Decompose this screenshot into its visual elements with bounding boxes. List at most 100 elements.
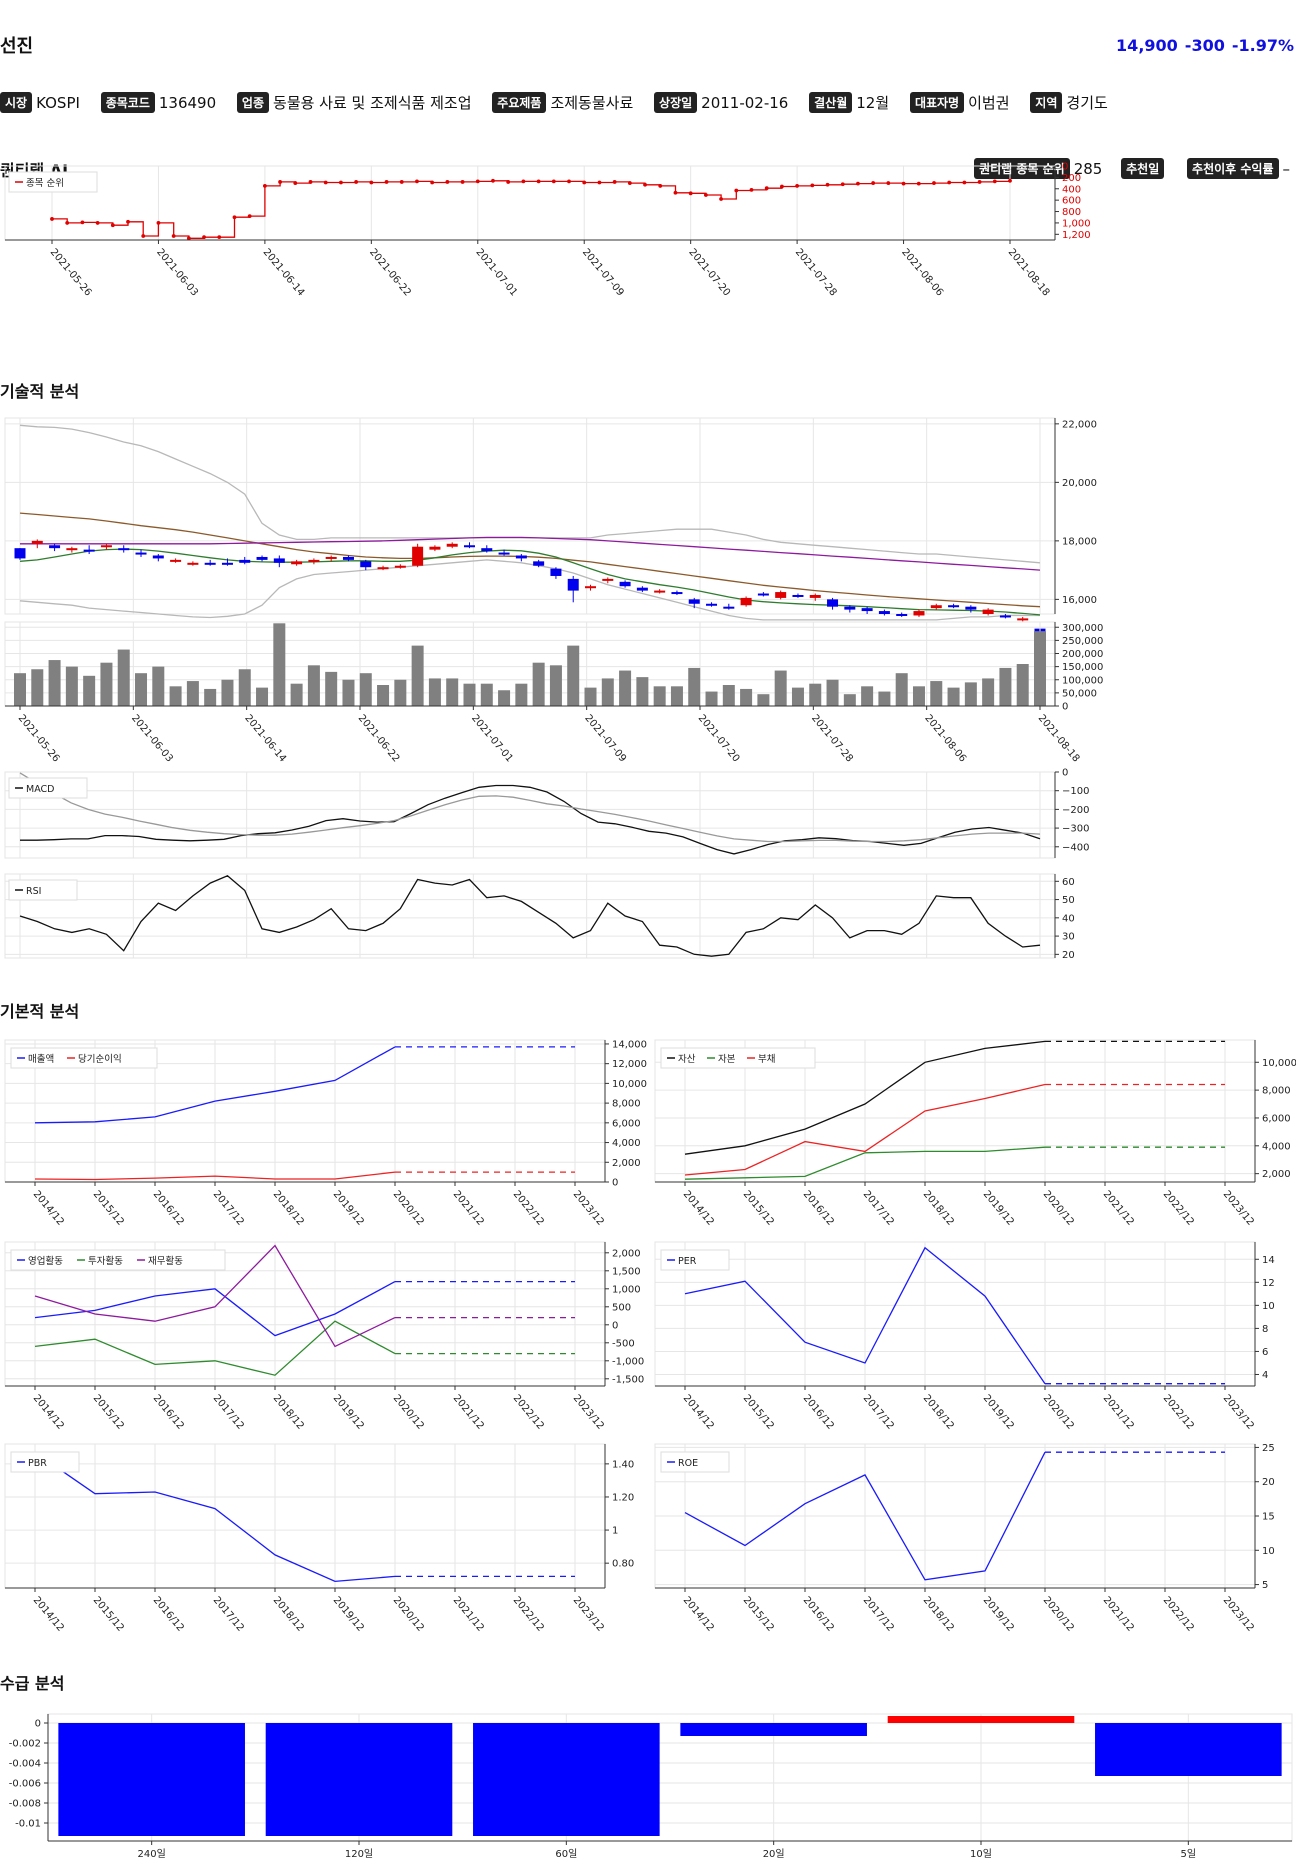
cashflow-y-tick-label: -1,000 [612,1356,644,1367]
roe-x-tick-label: 2019/12 [981,1595,1016,1634]
balance-legend-label: 자산 [678,1054,696,1065]
rank-point [840,182,845,187]
volume-bar [1016,664,1029,706]
rank-x-tick-label: 2021-07-20 [686,247,732,299]
rank-point [323,180,328,185]
revenue-x-tick-label: 2022/12 [511,1189,546,1228]
roe-x-tick-label: 2014/12 [681,1595,716,1634]
rank-point [703,193,708,197]
revenue-y-tick-label: 6,000 [612,1118,641,1129]
volume-bar [549,665,562,706]
rsi-y-tick-label: 30 [1062,932,1075,943]
rank-value: 285 [1073,160,1103,178]
info-value: 2011-02-16 [701,94,789,112]
volume-bar [740,688,753,706]
rank-point [719,197,723,201]
candle-frame [4,417,1056,615]
info-value: 이범권 [968,94,1010,112]
info-label: 종목코드 [100,92,155,113]
section-title-fundamental: 기본적 분석 [0,1002,80,1021]
rank-point [947,180,952,185]
pbr-x-tick-label: 2023/12 [571,1595,606,1634]
balance-x-tick-label: 2018/12 [921,1189,956,1228]
roe-x-tick-label: 2017/12 [861,1595,896,1634]
pbr-x-tick-label: 2014/12 [31,1595,66,1634]
cashflow-x-tick-label: 2016/12 [151,1393,186,1432]
volume-bar [670,686,683,706]
candle-body [412,546,424,566]
roe-x-tick-label: 2020/12 [1041,1595,1076,1634]
per-x-tick-label: 2014/12 [681,1393,716,1432]
volume-bar [498,690,511,706]
rank-line [52,180,1011,239]
info-value: 136490 [158,94,217,112]
rank-point [825,182,830,187]
volume-y-tick-label: 250,000 [1062,636,1103,647]
pbr-x-tick-label: 2015/12 [91,1595,126,1634]
rank-point [643,182,647,187]
cashflow-y-tick-label: 500 [612,1302,631,1313]
volume-x-tick-label: 2021-05-26 [16,713,62,765]
rank-point [992,179,997,184]
volume-bar [307,665,320,706]
info-label: 결산월 [809,92,853,113]
volume-bar [394,679,407,706]
per-y-tick-label: 8 [1262,1324,1268,1335]
cashflow-legend-label: 투자활동 [88,1255,123,1267]
info-industry: 업종 동물용 사료 및 조제식품 제조업 [236,92,472,113]
cashflow-legend [10,1249,226,1271]
per-y-tick-label: 10 [1262,1301,1275,1312]
macd-legend-label: MACD [26,784,54,795]
info-value: KOSPI [36,94,80,112]
volume-x-tick-label: 2021-06-03 [129,713,175,765]
volume-y-tick-label: 150,000 [1062,662,1103,673]
candle-y-tick-label: 20,000 [1062,478,1097,489]
pbr-x-tick-label: 2022/12 [511,1595,546,1634]
per-x-tick-label: 2021/12 [1101,1393,1136,1432]
supply-y-tick-label: 0 [35,1719,41,1730]
revenue-legend-label: 매출액 [28,1053,54,1065]
pbr-y-tick-label: 1 [612,1526,618,1537]
revenue-y-tick-label: 0 [612,1178,618,1189]
cashflow-y-tick-label: 2,000 [612,1248,641,1259]
balance-y-tick-label: 8,000 [1262,1086,1291,1097]
supply-x-tick-label: 120일 [345,1848,373,1860]
rank-point [551,179,556,184]
volume-bar [757,694,770,706]
volume-bar [601,678,614,706]
rsi-y-tick-label: 40 [1062,913,1075,924]
roe-x-tick-label: 2023/12 [1221,1595,1256,1634]
rank-point [521,179,526,184]
candle-body [688,599,700,604]
volume-bar [14,673,26,706]
rank-point [886,181,891,185]
rank-point [795,184,800,188]
candle-body [550,568,562,576]
volume-y-tick-label: 0 [1062,702,1068,713]
candle-body [861,608,873,612]
balance-y-tick-label: 2,000 [1262,1169,1291,1180]
rank-point [612,180,617,184]
info-label: 대표자명 [909,92,965,113]
candle-body [170,559,182,562]
candle-body [187,562,199,565]
moving-average-line [20,536,1041,571]
volume-bar [256,687,269,706]
candle-body [118,548,130,551]
macd-y-tick-label: −100 [1062,786,1089,797]
cashflow-x-tick-label: 2014/12 [31,1393,66,1432]
current-price: 14,900 [1116,36,1178,55]
rank-y-tick-label: 1,000 [1062,218,1091,229]
pbr-x-tick-label: 2021/12 [451,1595,486,1634]
moving-average-line [19,559,1040,621]
candle-body [636,587,648,591]
volume-bar [65,666,78,706]
roe-y-tick-label: 25 [1262,1443,1275,1454]
volume-x-tick-label: 2021-08-06 [922,713,968,765]
revenue-y-tick-label: 10,000 [612,1079,647,1090]
supply-bar [58,1723,245,1836]
rank-point [780,184,784,189]
rank-point [95,221,100,225]
roe-legend-label: ROE [678,1458,698,1469]
rank-point [217,235,222,240]
